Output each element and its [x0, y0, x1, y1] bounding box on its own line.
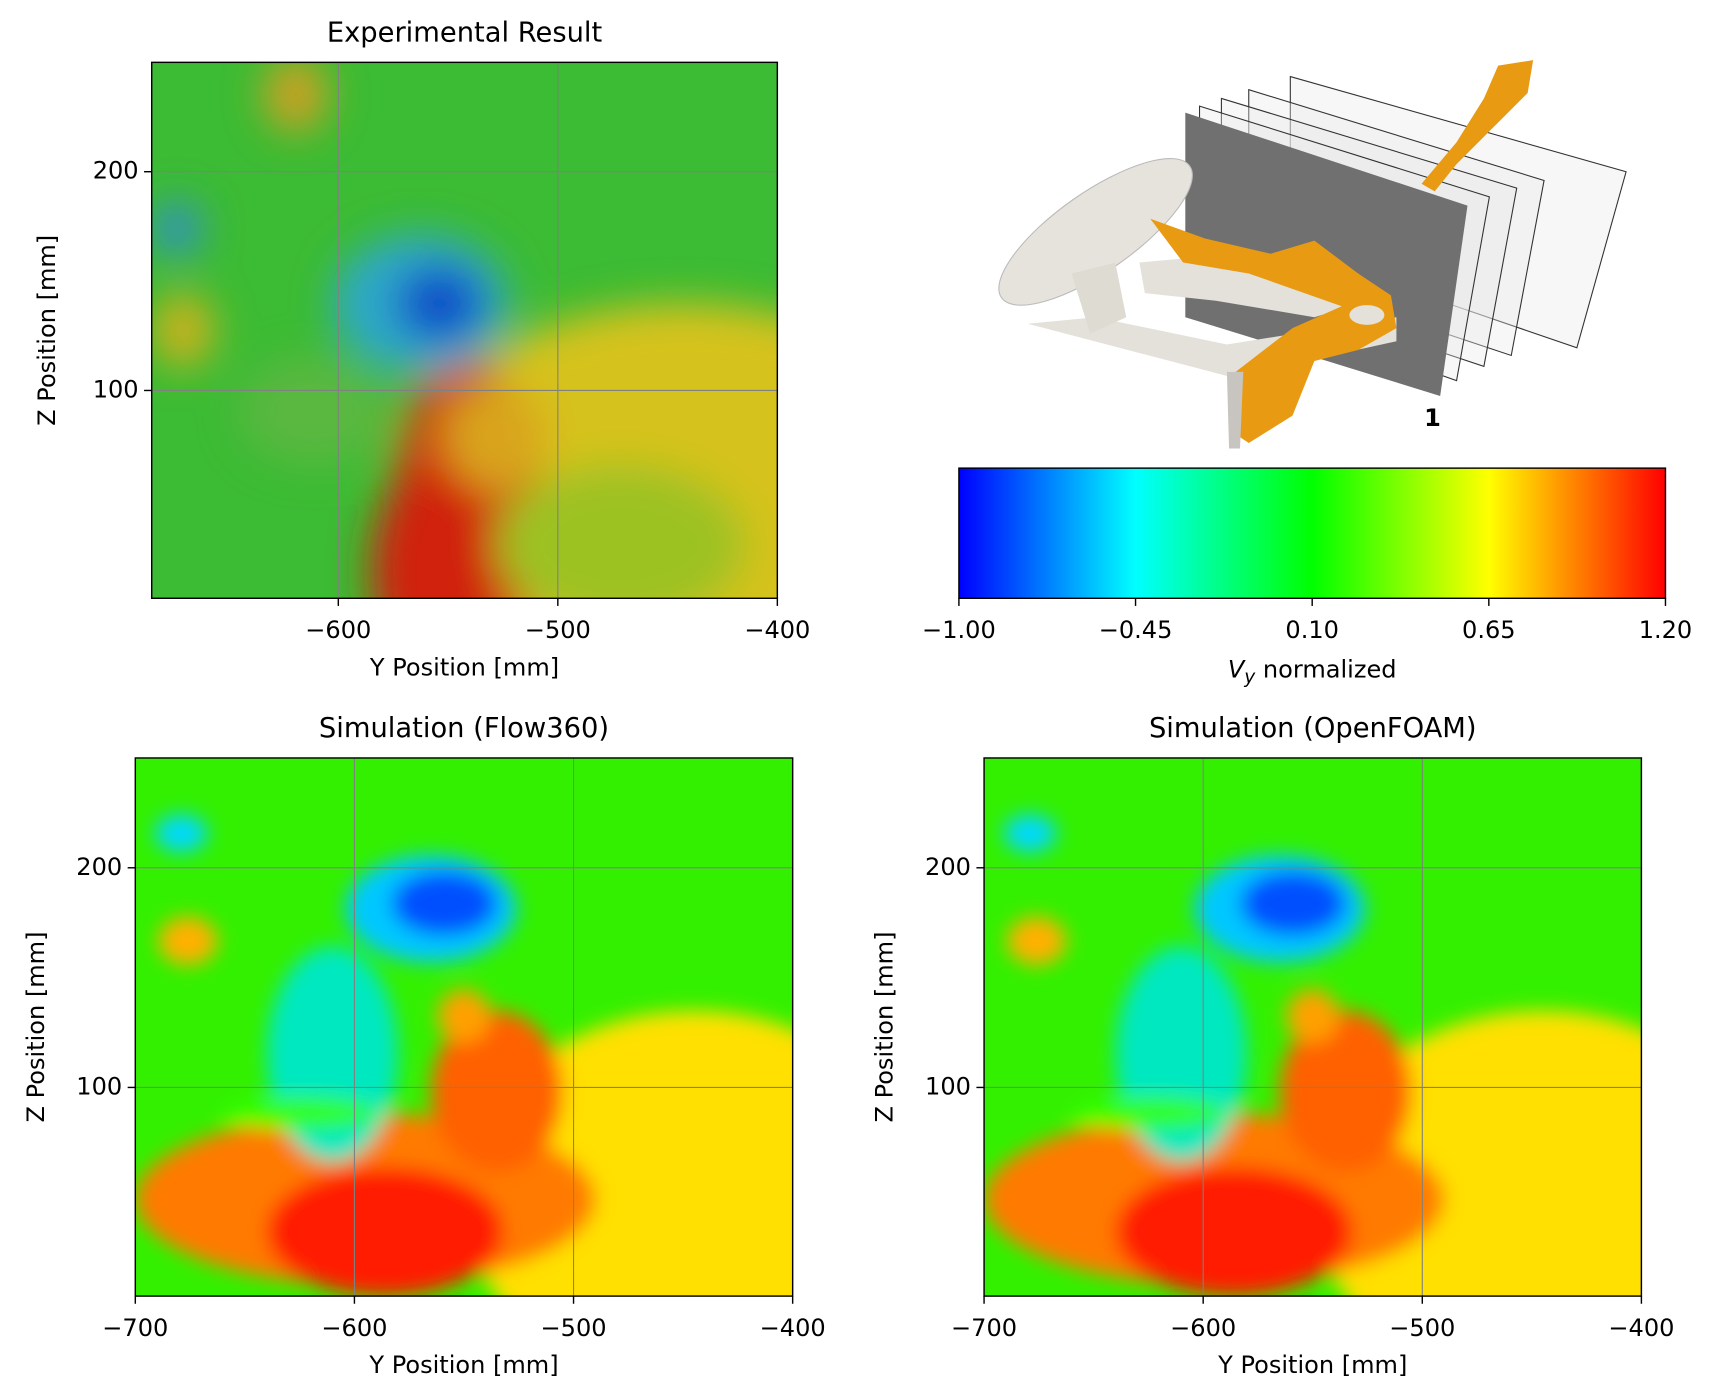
- y-tick-label: 100: [925, 1072, 971, 1100]
- x-axis-label: Y Position [mm]: [1217, 1351, 1407, 1379]
- field-blob: [1286, 989, 1340, 1044]
- 3d-render: [998, 60, 1627, 449]
- x-axis-label: Y Position [mm]: [369, 653, 559, 681]
- y-tick-label: 100: [93, 375, 139, 403]
- x-tick-label: −400: [744, 616, 810, 644]
- field-blob: [370, 464, 496, 599]
- colorbar: [958, 467, 1667, 599]
- plot-frame: [134, 757, 794, 1297]
- x-tick-label: −500: [525, 616, 591, 644]
- field-blob: [1007, 916, 1067, 966]
- field-blob: [155, 814, 208, 853]
- field-blob: [266, 1166, 504, 1297]
- x-tick-label: −700: [951, 1314, 1017, 1342]
- field-blob: [437, 989, 491, 1044]
- field-blob: [1115, 1166, 1353, 1297]
- field-blob: [395, 266, 484, 342]
- field-blob: [220, 1096, 379, 1130]
- x-axis-label: Y Position [mm]: [368, 1351, 558, 1379]
- colorbar-label-part: V: [1228, 655, 1246, 683]
- x-tick-label: −1.00: [922, 616, 996, 644]
- field-blob: [151, 292, 215, 368]
- x-tick-label: −600: [321, 1314, 387, 1342]
- y-tick-label: 200: [76, 853, 122, 881]
- colorbar-label-part: normalized: [1255, 655, 1396, 683]
- x-tick-label: −600: [1170, 1314, 1236, 1342]
- contour-field: [984, 757, 1642, 1297]
- x-tick-label: −600: [305, 616, 371, 644]
- field-blobs: [151, 62, 778, 599]
- chart-title: Simulation (Flow360): [319, 713, 609, 744]
- field-blob: [239, 357, 390, 465]
- field-blobs: [135, 814, 793, 1297]
- annotation: 1: [1424, 404, 1441, 432]
- x-tick-label: −500: [1389, 1314, 1455, 1342]
- field-blob: [1003, 814, 1057, 853]
- x-tick-label: 1.20: [1639, 616, 1693, 644]
- field-blob: [431, 1010, 563, 1173]
- contour-field: [135, 757, 793, 1297]
- x-tick-label: −700: [102, 1314, 168, 1342]
- y-axis-label: Z Position [mm]: [871, 932, 899, 1123]
- field-blob: [391, 870, 497, 936]
- x-tick-label: 0.10: [1285, 616, 1339, 644]
- x-tick-label: −400: [760, 1314, 826, 1342]
- field-blob: [445, 383, 546, 492]
- y-axis-label: Z Position [mm]: [22, 932, 50, 1123]
- chart-title: Experimental Result: [327, 17, 603, 48]
- field-blob: [151, 201, 202, 256]
- field-blobs: [984, 814, 1642, 1297]
- field-blob: [495, 464, 747, 599]
- y-tick-label: 200: [93, 157, 139, 185]
- field-blob: [264, 62, 327, 133]
- contour-field: [151, 62, 778, 599]
- chart-title: Simulation (OpenFOAM): [1149, 713, 1477, 744]
- x-tick-label: −0.45: [1099, 616, 1173, 644]
- y-tick-label: 100: [76, 1072, 122, 1100]
- colorbar-label: Vy normalized: [1228, 655, 1397, 687]
- field-blob: [1240, 870, 1346, 936]
- x-tick-label: −400: [1608, 1314, 1674, 1342]
- y-axis-label: Z Position [mm]: [33, 235, 61, 426]
- field-blob: [158, 916, 218, 966]
- colorbar-label-part: y: [1243, 667, 1256, 688]
- x-tick-label: 0.65: [1462, 616, 1516, 644]
- x-tick-label: −500: [541, 1314, 607, 1342]
- field-blob: [1115, 946, 1247, 1162]
- field-blob: [1279, 1010, 1412, 1173]
- plot-frame: [151, 61, 779, 599]
- field-blob: [266, 946, 399, 1162]
- plot-frame: [983, 757, 1643, 1297]
- field-blob: [1069, 1096, 1228, 1130]
- y-tick-label: 200: [925, 853, 971, 881]
